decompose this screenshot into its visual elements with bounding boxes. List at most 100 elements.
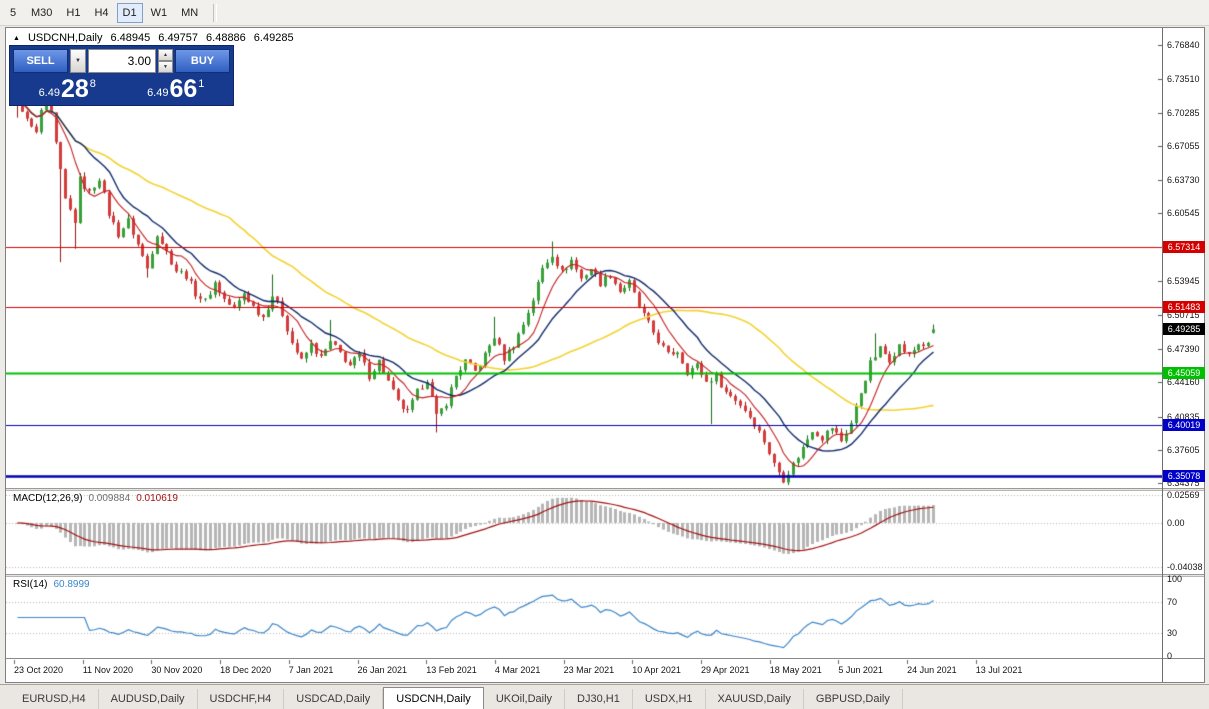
chart-tab-gbpusd-daily[interactable]: GBPUSD,Daily — [804, 689, 903, 709]
sell-price-big-digits: 28 — [60, 75, 89, 104]
price-axis-label: 6.50715 — [1167, 309, 1200, 320]
ohlc-open: 6.48945 — [110, 32, 151, 44]
chart-tab-audusd-daily[interactable]: AUDUSD,Daily — [99, 689, 198, 709]
ohlc-high: 6.49757 — [158, 32, 199, 44]
price-level-tag: 6.40019 — [1163, 419, 1205, 432]
rsi-name: RSI(14) — [13, 579, 48, 590]
time-axis-label: 13 Jul 2021 — [975, 665, 1023, 675]
chart-symbol-period: USDCNH,Daily — [27, 32, 103, 44]
price-axis-label: 6.73510 — [1167, 74, 1200, 85]
chart-tabbar: EURUSD,H4 AUDUSD,Daily USDCHF,H4 USDCAD,Dai… — [0, 684, 1209, 709]
timeframe-button-h1[interactable]: H1 — [60, 3, 86, 23]
price-level-tag: 6.35078 — [1163, 470, 1205, 483]
time-axis-label: 23 Oct 2020 — [14, 665, 64, 675]
macd-indicator-label: MACD(12,26,9) 0.009884 0.010619 — [13, 493, 178, 504]
macd-main-value: 0.009884 — [88, 493, 131, 504]
buy-button[interactable]: BUY — [175, 49, 230, 73]
ohlc-low: 6.48886 — [206, 32, 246, 44]
price-axis-label: 6.34375 — [1167, 478, 1200, 489]
timeframe-button-mn[interactable]: MN — [175, 3, 204, 23]
rsi-panel-splitter[interactable] — [6, 574, 1204, 577]
time-axis-label: 4 Mar 2021 — [494, 665, 541, 675]
lot-stepper: ▲ ▼ — [158, 49, 173, 73]
macd-signal-value: 0.010619 — [136, 493, 178, 504]
chart-tab-usdchf-h4[interactable]: USDCHF,H4 — [198, 689, 285, 709]
price-axis-label: 6.63730 — [1167, 175, 1200, 186]
timeframe-toolbar: 5 M30 H1 H4 D1 W1 MN — [0, 0, 1209, 26]
price-level-tag: 6.57314 — [1163, 240, 1205, 253]
time-axis-label: 24 Jun 2021 — [907, 665, 957, 675]
price-axis-label: 6.70285 — [1167, 107, 1200, 118]
price-axis-label: 6.76840 — [1167, 39, 1200, 50]
price-axis-label: 6.67055 — [1167, 140, 1200, 151]
price-axis-label: 6.44160 — [1167, 377, 1200, 388]
price-axis[interactable]: 6.76840 6.73510 6.70285 6.67055 6.63730 6.605… — [1162, 28, 1205, 682]
time-axis-label: 13 Feb 2021 — [426, 665, 477, 675]
lot-dropdown-button[interactable]: ▼ — [70, 49, 86, 73]
time-axis-label: 7 Jan 2021 — [288, 665, 334, 675]
time-axis[interactable]: 23 Oct 2020 11 Nov 2020 30 Nov 2020 18 Dec … — [6, 660, 1162, 682]
price-level-tag: 6.49285 — [1163, 323, 1205, 336]
sell-price-display: 6.49 28 8 — [13, 75, 122, 103]
time-axis-label: 10 Apr 2021 — [632, 665, 681, 675]
timeframe-button-h4[interactable]: H4 — [88, 3, 114, 23]
rsi-axis-label: 100 — [1167, 574, 1183, 584]
chart-title: ▲ USDCNH,Daily 6.48945 6.49757 6.48886 6… — [13, 32, 294, 44]
macd-panel-splitter[interactable] — [6, 488, 1204, 491]
timeframe-button-w1[interactable]: W1 — [145, 3, 174, 23]
rsi-axis-label: 30 — [1167, 627, 1178, 638]
chevron-down-icon: ▼ — [75, 58, 81, 64]
buy-price-pip-digit: 1 — [198, 78, 205, 90]
lot-size-input[interactable] — [88, 49, 156, 73]
lot-stepper-up-button[interactable]: ▲ — [158, 49, 173, 61]
price-axis-label: 6.53945 — [1167, 276, 1200, 287]
timeframe-button-m30[interactable]: M30 — [25, 3, 58, 23]
time-axis-label: 18 Dec 2020 — [220, 665, 272, 675]
price-axis-label: 6.37605 — [1167, 444, 1200, 455]
buy-price-prefix: 6.49 — [147, 87, 169, 99]
chart-tab-xauusd-daily[interactable]: XAUUSD,Daily — [706, 689, 804, 709]
lot-stepper-down-button[interactable]: ▼ — [158, 61, 173, 73]
chart-tab-eurusd-h4[interactable]: EURUSD,H4 — [10, 689, 99, 709]
rsi-axis-label: 0 — [1167, 650, 1173, 661]
rsi-indicator-label: RSI(14) 60.8999 — [13, 579, 90, 590]
chart-tab-usdcnh-daily[interactable]: USDCNH,Daily — [383, 687, 484, 709]
chart-tab-usdx-h1[interactable]: USDX,H1 — [633, 689, 706, 709]
price-axis-label: 6.40835 — [1167, 411, 1200, 422]
macd-axis-label: 0.02569 — [1167, 489, 1200, 500]
buy-price-big-digits: 66 — [169, 75, 198, 104]
time-axis-label: 29 Apr 2021 — [701, 665, 750, 675]
macd-axis-label: 0.00 — [1167, 517, 1185, 528]
price-axis-label: 6.60545 — [1167, 208, 1200, 219]
ohlc-close: 6.49285 — [253, 32, 294, 44]
chart-tab-ukoil-daily[interactable]: UKOil,Daily — [484, 689, 566, 709]
chart-canvas[interactable] — [6, 28, 1162, 682]
price-level-tag: 6.51483 — [1163, 300, 1205, 313]
chart-collapse-icon[interactable]: ▲ — [13, 34, 20, 42]
buy-price-display: 6.49 66 1 — [122, 75, 231, 103]
macd-name: MACD(12,26,9) — [13, 493, 83, 504]
time-axis-border — [6, 658, 1204, 659]
sell-price-pip-digit: 8 — [89, 78, 96, 90]
time-axis-label: 26 Jan 2021 — [357, 665, 408, 675]
price-level-tag: 6.45059 — [1163, 367, 1205, 380]
time-axis-label: 23 Mar 2021 — [563, 665, 615, 675]
sell-price-prefix: 6.49 — [38, 87, 60, 99]
time-axis-label: 11 Nov 2020 — [82, 665, 134, 675]
rsi-value: 60.8999 — [53, 579, 90, 590]
sell-button[interactable]: SELL — [13, 49, 68, 73]
chart-tab-dj30-h1[interactable]: DJ30,H1 — [565, 689, 633, 709]
macd-axis-label: -0.04038 — [1167, 562, 1203, 573]
time-axis-label: 5 Jun 2021 — [838, 665, 883, 675]
timeframe-button-d1[interactable]: D1 — [116, 2, 143, 23]
chart-tab-usdcad-daily[interactable]: USDCAD,Daily — [284, 689, 384, 709]
time-axis-label: 18 May 2021 — [769, 665, 822, 675]
time-axis-label: 30 Nov 2020 — [151, 665, 203, 675]
one-click-trading-panel: SELL ▼ ▲ ▼ BUY 6.49 28 8 6.49 — [9, 45, 234, 106]
timeframe-button-5[interactable]: 5 — [3, 3, 23, 23]
chart-window: ▲ USDCNH,Daily 6.48945 6.49757 6.48886 6… — [5, 27, 1205, 683]
price-axis-label: 6.47390 — [1167, 343, 1200, 354]
rsi-axis-label: 70 — [1167, 597, 1178, 608]
toolbar-separator — [213, 3, 218, 22]
